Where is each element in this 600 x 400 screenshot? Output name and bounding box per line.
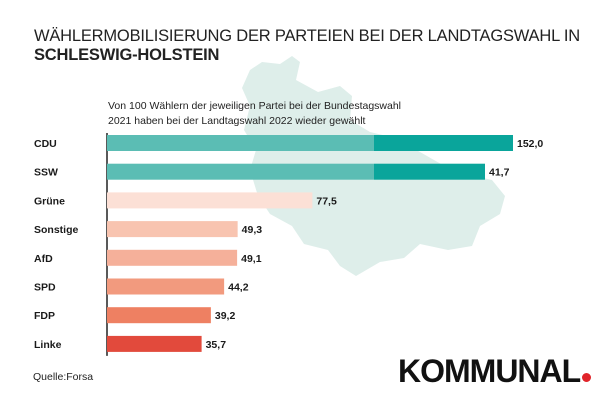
value-label: 49,1 [241, 253, 262, 265]
bar-fdp [107, 307, 211, 324]
bar-ssw-extension [374, 163, 485, 180]
bar-sonstige [107, 221, 238, 238]
brand-dot-icon [582, 373, 592, 382]
value-label: 152,0 [517, 138, 543, 150]
value-label: 41,7 [489, 167, 510, 179]
value-label: 44,2 [228, 282, 249, 294]
category-label: SSW [34, 167, 58, 179]
title-line-1: WÄHLERMOBILISIERUNG DER PARTEIEN BEI DER… [34, 27, 580, 45]
bar-cdu-extension [374, 135, 513, 151]
value-label: 77,5 [316, 195, 337, 207]
bar-cdu [107, 135, 374, 151]
category-label: CDU [34, 138, 57, 150]
value-label: 39,2 [215, 310, 236, 322]
subtitle-line-1: Von 100 Wählern der jeweiligen Partei be… [108, 100, 402, 112]
category-label: SPD [34, 282, 56, 294]
value-label: 35,7 [206, 339, 227, 351]
source-note: Quelle:Forsa [33, 371, 94, 383]
category-label: Grüne [34, 195, 65, 207]
category-label: Linke [34, 339, 62, 351]
chart-subtitle: Von 100 Wählern der jeweiligen Partei be… [108, 99, 448, 129]
category-label: Sonstige [34, 224, 78, 236]
bar-linke [107, 335, 202, 352]
category-label: FDP [34, 310, 55, 322]
brand-logo: KOMMUNAL [398, 352, 592, 390]
subtitle-line-2: 2021 haben bei der Landtagswahl 2022 wie… [108, 115, 366, 127]
bar-ssw [107, 163, 374, 180]
title-line-2: SCHLESWIG-HOLSTEIN [34, 46, 220, 64]
bar-afd [107, 249, 238, 266]
category-label: AfD [34, 253, 53, 265]
chart-title: WÄHLERMOBILISIERUNG DER PARTEIEN BEI DER… [34, 27, 594, 65]
value-label: 49,3 [242, 224, 263, 236]
bar-spd [107, 278, 225, 295]
brand-text: KOMMUNAL [398, 353, 581, 389]
bar-gruene [107, 192, 313, 209]
